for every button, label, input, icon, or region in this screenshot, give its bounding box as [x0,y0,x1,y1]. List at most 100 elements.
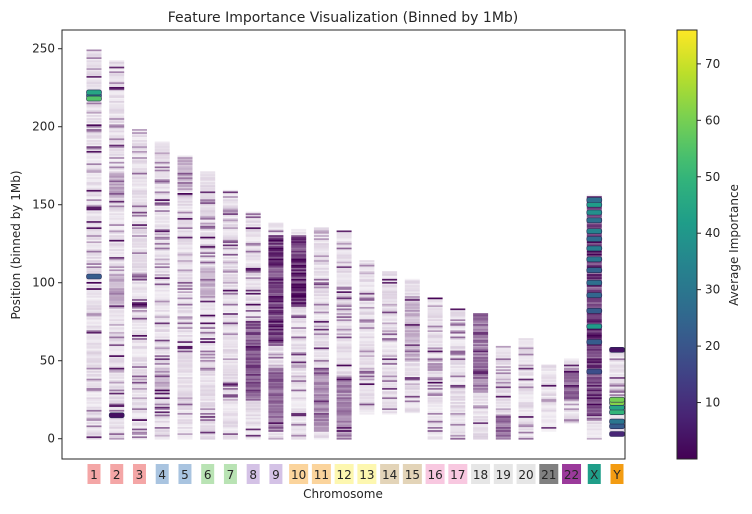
heat-cell [427,338,443,340]
heat-cell [177,271,193,273]
heat-cell [200,361,216,364]
heat-cell [382,349,398,351]
hot-bin [609,423,625,430]
heat-cell [200,185,216,187]
chromosome-label-3: 3 [132,464,146,484]
heat-cell [245,295,261,298]
heat-cell [154,425,170,428]
heat-cell [313,325,329,328]
heat-cell [177,428,193,431]
heat-cell [132,406,147,409]
heat-cell [109,338,125,340]
heat-cell [154,364,170,367]
heat-cell [313,233,329,236]
heat-cell [245,352,261,354]
heat-cell [291,403,307,406]
heat-cell [222,420,238,423]
heat-cell [586,414,602,417]
heat-cell [154,338,170,340]
chromosome-label-box [178,464,192,484]
heat-cell [109,227,125,230]
heat-cell [86,110,102,113]
chromosome-column-15 [404,278,420,414]
heat-cell [86,196,102,198]
heat-cell [154,383,170,386]
chromosome-label-box [155,464,169,484]
heat-cell [154,397,170,400]
heat-cell [313,350,329,353]
heat-cell [382,342,398,345]
heat-cell [336,291,352,294]
heat-cell [154,289,170,292]
heat-cell [177,308,193,311]
heat-cell [222,205,238,208]
heat-cell [609,394,625,396]
heat-cell [245,433,261,435]
heat-cell [268,364,284,367]
heat-cell [132,191,147,194]
heat-cell [200,249,216,251]
heat-cell [200,339,216,342]
heat-cell [291,367,307,370]
heat-cell [427,310,443,312]
heat-cell [177,369,193,372]
heat-cell [359,406,375,409]
heat-cell [336,236,352,239]
heat-cell [200,174,216,177]
heat-cell [177,191,193,194]
heat-cell [427,433,443,435]
heat-cell [245,241,261,244]
heat-cell [518,394,534,396]
heat-cell [382,291,398,294]
heat-cell [154,317,170,320]
heat-cell [586,378,602,381]
heat-cell [586,208,602,211]
heat-cell [109,225,125,228]
heat-cell [177,285,193,287]
heat-cell [313,339,329,342]
heat-cell [177,263,193,265]
heat-cell [245,400,261,403]
heat-cell [86,108,102,111]
heat-cell [450,409,466,412]
heat-cell [518,355,534,357]
heat-cell [359,313,375,315]
heat-cell [291,288,307,290]
heat-cell [245,239,261,242]
heat-cell [291,330,307,333]
heat-cell [222,412,238,415]
heat-cell [109,398,125,401]
heat-cell [382,377,398,379]
heat-cell [132,224,147,226]
heat-cell [336,367,352,370]
heat-cell [313,244,329,247]
heat-cell [291,322,307,325]
heat-cell [268,434,284,437]
heat-cell [154,434,170,437]
heat-cell [541,394,557,396]
heat-cell [404,314,420,317]
heat-cell [177,274,193,276]
heat-cell [609,386,625,389]
heat-cell [109,66,125,69]
heat-cell [427,428,443,431]
heat-cell [86,411,102,414]
heat-cell [268,342,284,345]
heat-cell [245,302,261,304]
heat-cell [109,341,125,343]
heat-cell [518,347,534,350]
heat-cell [109,372,125,375]
heat-cell [200,328,216,331]
heat-cell [154,164,170,167]
heat-cell [245,398,261,401]
heat-cell [132,278,147,281]
heat-cell [313,250,329,253]
heat-cell [86,72,102,75]
heat-cell [109,111,125,114]
heat-cell [291,380,307,382]
heat-cell [336,260,352,262]
heat-cell [86,57,102,60]
heat-cell [200,320,216,323]
heat-cell [222,308,238,311]
heat-cell [609,416,625,418]
